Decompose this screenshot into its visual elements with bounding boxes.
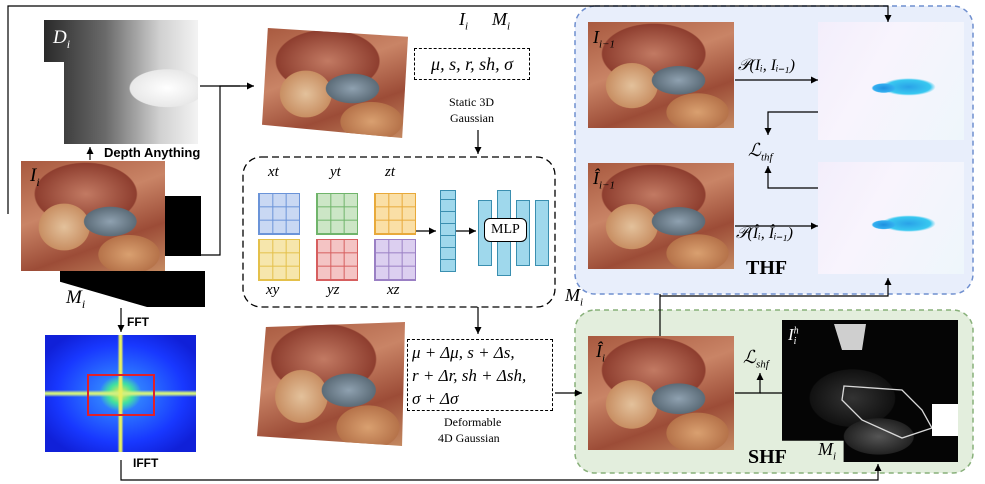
mask-label: Mi (66, 287, 86, 311)
shf-render-image (588, 336, 734, 450)
deform-caption-1: Deformable (444, 415, 502, 429)
plane-label-xy: xy (266, 282, 280, 298)
shf-semantic-label: Ihi (788, 325, 799, 348)
mlp-layer-4 (535, 200, 549, 266)
deform-line-3: σ + Δσ (412, 389, 459, 408)
flow-render-label: 𝒫(Îᵢ, Îᵢ₋₁) (736, 225, 793, 242)
plane-label-xz: xz (387, 282, 400, 298)
frequency-window (87, 374, 155, 416)
thf-prev-render (588, 163, 734, 269)
image-label: Ii (30, 165, 40, 189)
mask-patch (165, 196, 201, 256)
thf-title: THF (746, 257, 788, 279)
plane-grid-yz (316, 239, 358, 281)
between-mask-label: Mi (565, 285, 584, 309)
plane-grid-yt (316, 193, 358, 235)
shf-render-label: Îi (596, 341, 606, 365)
depth-anything-label: Depth Anything (104, 145, 201, 160)
plane-grid-xy (258, 239, 300, 281)
plane-label-zt: zt (385, 164, 396, 180)
shf-mask-label: Mi (818, 439, 837, 463)
thf-flow-gt (818, 22, 964, 140)
fft-label: FFT (127, 315, 149, 329)
thf-prev-image (588, 22, 734, 128)
static-caption-1: Static 3D (449, 95, 494, 109)
thf-loss-label: ℒthf (748, 140, 773, 164)
static-caption-2: Gaussian (450, 111, 494, 125)
plane-label-yt: yt (330, 164, 341, 180)
thf-prev-hat-label: Îi−1 (593, 168, 615, 192)
static-params: μ, s, r, sh, σ (414, 48, 530, 80)
plane-grid-xz (374, 239, 416, 281)
plane-label-yz: yz (327, 282, 340, 298)
plane-label-xt: xt (268, 164, 279, 180)
ifft-label: IFFT (133, 456, 159, 470)
depth-map-image (44, 20, 198, 144)
deform-line-1: μ + Δμ, s + Δs, (412, 343, 515, 362)
static-gaussian-render (262, 28, 408, 138)
feature-vector (440, 190, 456, 272)
input-image (21, 161, 165, 271)
shf-semantic-image (782, 320, 958, 462)
top-image-label: Ii (459, 9, 469, 33)
deform-caption-2: 4D Gaussian (438, 431, 500, 445)
shf-title: SHF (748, 446, 787, 468)
deformable-gaussian-render (257, 322, 405, 446)
deform-line-2: r + Δr, sh + Δsh, (412, 366, 527, 385)
plane-grid-xt (258, 193, 300, 235)
mlp-label: MLP (484, 218, 527, 242)
thf-flow-render (818, 162, 964, 274)
top-mask-label: Mi (492, 9, 511, 33)
hexplane-box (242, 156, 556, 308)
shf-loss-label: ℒshf (743, 347, 769, 371)
plane-grid-zt (374, 193, 416, 235)
depth-label: Di (53, 27, 71, 51)
fft-spectrum-image (45, 335, 196, 452)
flow-gt-label: 𝒫(Iᵢ, Iᵢ₋₁) (738, 57, 795, 74)
thf-prev-label: Ii−1 (593, 27, 615, 51)
deform-params-box: μ + Δμ, s + Δs, r + Δr, sh + Δsh, σ + Δσ (407, 339, 553, 411)
